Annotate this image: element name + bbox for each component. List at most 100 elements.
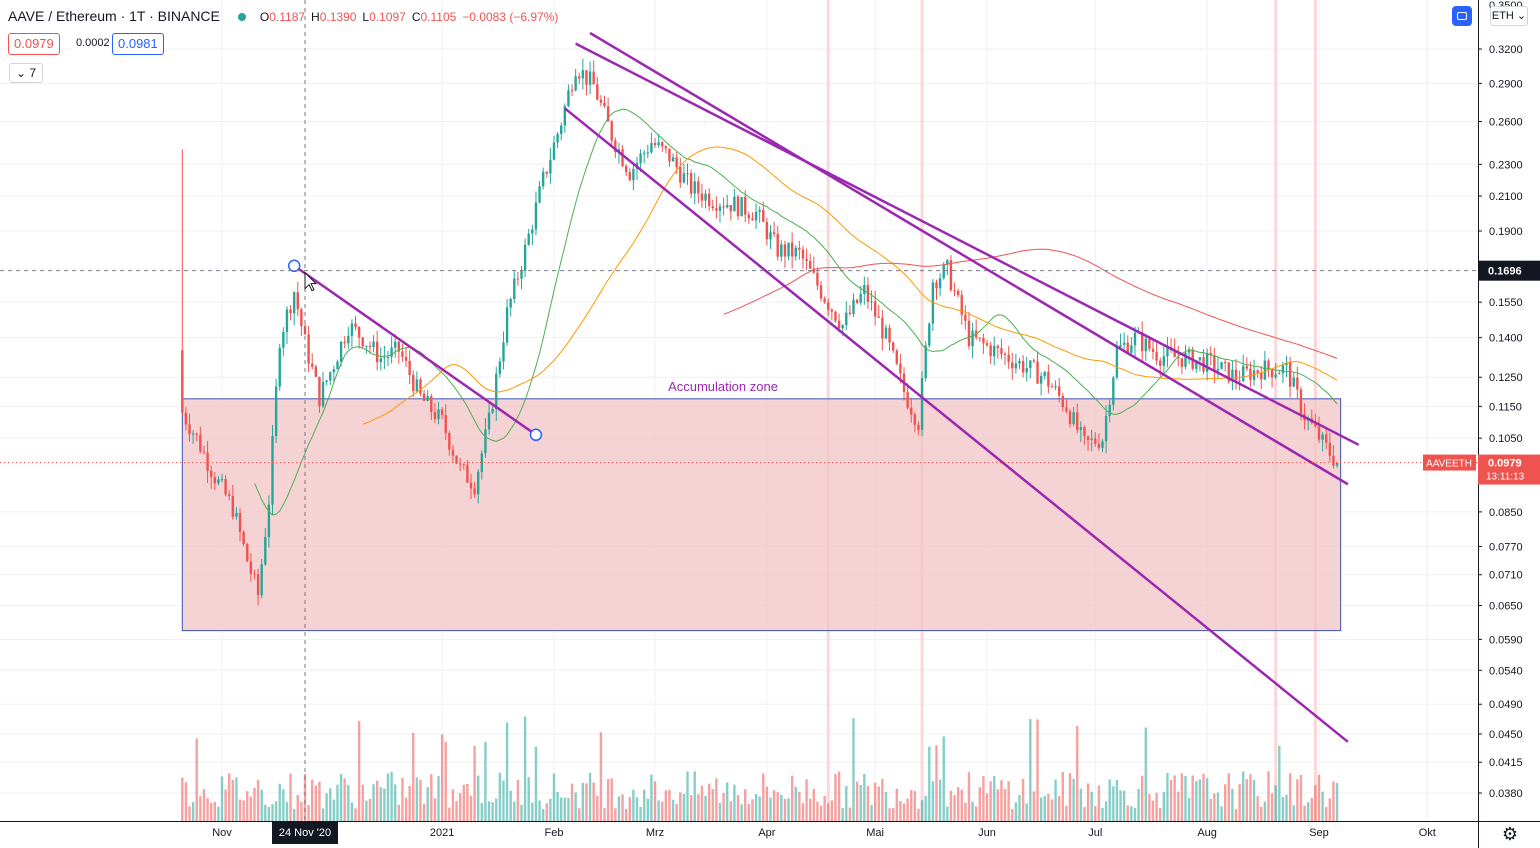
volume-bar xyxy=(1140,775,1144,821)
candle xyxy=(246,543,249,562)
crosshair-price-label: 0.1696 xyxy=(1488,266,1522,278)
sell-button[interactable]: 0.0979 xyxy=(8,33,60,55)
buy-button[interactable]: 0.0981 xyxy=(112,33,164,55)
volume-bar xyxy=(1090,791,1093,821)
candle xyxy=(1285,362,1288,366)
volume-bar xyxy=(1202,773,1205,821)
candle xyxy=(866,285,870,302)
candle xyxy=(1076,412,1079,430)
symbol-title[interactable]: AAVE / Ethereum · 1T · BINANCE xyxy=(8,8,220,24)
volume-bar xyxy=(855,781,859,821)
volume-bar xyxy=(1245,779,1249,821)
volume-bar xyxy=(769,797,772,821)
candle xyxy=(213,477,216,484)
candle xyxy=(1047,371,1050,387)
volume-bar xyxy=(1130,806,1133,821)
accumulation-zone xyxy=(181,398,1342,632)
candle xyxy=(343,341,346,344)
time-tick-label: Aug xyxy=(1197,827,1217,839)
candle xyxy=(433,411,437,420)
candle xyxy=(1014,363,1018,369)
candle xyxy=(368,345,372,348)
volume-bar xyxy=(184,782,188,821)
candle xyxy=(588,71,592,85)
volume-bar xyxy=(375,780,379,821)
volume-bar xyxy=(1270,793,1274,821)
candle xyxy=(744,197,747,215)
last-price-box xyxy=(1478,454,1540,485)
candle xyxy=(1314,423,1317,427)
currency-select[interactable]: ETH ⌄ xyxy=(1490,6,1528,26)
volume-bar xyxy=(931,781,935,821)
candle xyxy=(238,512,242,532)
price-tick-label: 0.2100 xyxy=(1489,191,1523,203)
volume-bar xyxy=(1314,785,1317,821)
candle xyxy=(621,149,624,166)
candle xyxy=(1321,434,1324,440)
volume-bar xyxy=(852,718,855,821)
candle xyxy=(408,360,411,376)
change-value: −0.0083 (−6.97%) xyxy=(462,10,559,24)
volume-bar xyxy=(260,789,263,821)
ma-line-red xyxy=(723,248,1338,359)
indicators-toggle[interactable]: ⌄ 7 xyxy=(9,63,44,83)
volume-bar xyxy=(762,773,765,821)
volume-bar xyxy=(924,795,927,821)
open-value: 0.1187 xyxy=(269,10,306,24)
candle xyxy=(1238,380,1241,382)
volume-bar xyxy=(1039,797,1043,821)
volume-bar xyxy=(289,773,292,821)
candle xyxy=(242,531,245,544)
volume-bar xyxy=(292,808,296,821)
volume-bar xyxy=(541,808,545,821)
fullscreen-icon[interactable] xyxy=(1452,6,1472,26)
volume-bar xyxy=(394,784,397,821)
volume-bar xyxy=(1043,795,1046,821)
candle xyxy=(873,301,877,317)
volume-bar xyxy=(329,788,332,821)
candle xyxy=(1209,352,1212,356)
volume-bar xyxy=(433,798,437,821)
ma-line-orange xyxy=(362,146,1338,425)
candle xyxy=(1245,366,1249,369)
cursor-icon xyxy=(304,271,318,292)
volume-bar xyxy=(502,780,505,821)
volume-bar xyxy=(1187,797,1191,821)
candle xyxy=(1140,332,1144,352)
volume-bar xyxy=(303,773,307,821)
volume-bar xyxy=(412,732,415,821)
countdown-label: 13:11:13 xyxy=(1486,472,1525,483)
candle xyxy=(848,312,852,314)
candle xyxy=(278,347,281,387)
volume-bar xyxy=(718,802,722,821)
gear-icon[interactable]: ⚙ xyxy=(1501,824,1519,844)
candle xyxy=(1000,348,1003,355)
volume-bar xyxy=(884,791,888,821)
volume-bar xyxy=(1292,805,1295,821)
volume-bar xyxy=(790,775,794,821)
time-tick-label: Apr xyxy=(758,827,775,839)
candle xyxy=(404,357,408,361)
volume-bar xyxy=(1003,788,1007,821)
volume-bar xyxy=(314,785,318,821)
price-tick-label: 0.0415 xyxy=(1489,757,1523,769)
candle xyxy=(1090,438,1093,440)
volume-bar xyxy=(581,782,585,821)
candle xyxy=(956,290,960,296)
candle xyxy=(202,451,206,453)
candle xyxy=(516,278,520,280)
volume-bar xyxy=(700,785,704,821)
candle xyxy=(1094,438,1097,444)
candle xyxy=(264,537,267,565)
candle xyxy=(235,512,238,517)
volume-bar xyxy=(1216,792,1220,821)
volume-bar xyxy=(538,800,541,821)
volume-bar xyxy=(1097,785,1101,821)
volume-bar xyxy=(300,801,303,821)
volume-bar xyxy=(228,773,231,821)
volume-bar xyxy=(444,741,447,821)
volume-bar xyxy=(498,772,502,821)
candle xyxy=(560,125,563,134)
candle xyxy=(534,202,538,230)
